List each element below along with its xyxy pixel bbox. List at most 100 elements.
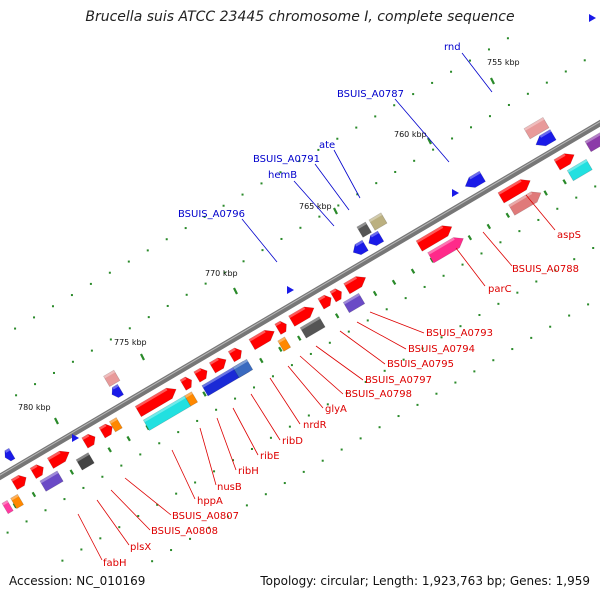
scale-dot	[90, 349, 93, 352]
scale-dot	[499, 241, 502, 244]
scale-dot	[222, 204, 225, 207]
scale-dot	[203, 215, 206, 218]
scale-dot	[15, 394, 18, 397]
scale-dash	[145, 424, 150, 431]
chromosome-backbone	[0, 119, 600, 481]
cds-box-purple	[39, 470, 64, 492]
scale-dot	[594, 185, 597, 188]
scale-dot	[317, 148, 320, 151]
scale-dot	[302, 470, 305, 473]
scale-dot	[33, 316, 36, 319]
scale-dots	[6, 37, 597, 563]
scale-dot	[51, 305, 54, 308]
kbp-tick-mark	[490, 77, 495, 85]
forward-gene-arrow-bevel	[209, 357, 219, 365]
accession-text: Accession: NC_010169	[9, 574, 146, 588]
callout-leader-blue	[293, 180, 335, 227]
scale-dot	[431, 81, 434, 84]
cds-box-darkgrey	[75, 452, 95, 471]
scale-dot	[120, 464, 123, 467]
scale-dot	[234, 397, 237, 400]
scale-dot	[480, 252, 483, 255]
scale-dot	[450, 70, 453, 73]
cds-box-rose-bevel	[103, 370, 116, 379]
forward-gene-arrow-bevel	[11, 475, 20, 482]
scale-dot	[108, 271, 111, 274]
forward-gene-arrow-bevel	[497, 179, 522, 195]
forward-gene-arrow-bevel	[179, 376, 187, 383]
gene-features	[1, 14, 600, 515]
scale-dot	[413, 159, 416, 162]
scale-dot	[71, 360, 74, 363]
forward-gene-arrow	[10, 474, 27, 491]
scale-dot	[345, 392, 348, 395]
gene-label-forward: rnd	[444, 42, 461, 53]
scale-dot	[530, 336, 533, 339]
cds-box-rose	[103, 369, 121, 388]
forward-gene-arrow	[227, 347, 242, 363]
forward-gene-arrow-bevel	[193, 368, 202, 375]
gene-label-forward: ate	[319, 140, 335, 151]
scale-dot	[241, 193, 244, 196]
cds-box-steel-bevel	[232, 359, 248, 370]
scale-dot	[61, 559, 64, 562]
scale-dot	[223, 271, 226, 274]
scale-dot	[556, 207, 559, 210]
scale-dot	[261, 249, 264, 252]
gene-label-reverse: hppA	[197, 496, 223, 507]
callout-leader-red	[199, 427, 217, 486]
scale-dot	[393, 104, 396, 107]
forward-gene-arrow	[208, 357, 227, 374]
scale-dot	[89, 282, 92, 285]
gene-label-reverse: BSUIS_A0807	[172, 511, 239, 522]
forward-gene-arrow-bevel	[47, 451, 61, 461]
scale-dot	[177, 431, 180, 434]
scale-dot	[451, 137, 454, 140]
scale-dot	[356, 193, 359, 196]
scale-dot	[185, 293, 188, 296]
cds-box-grey	[299, 316, 326, 339]
scale-dot	[568, 314, 571, 317]
callout-leader-red	[110, 489, 151, 531]
scale-dot	[592, 247, 595, 250]
cds-box-khaki-bevel	[368, 212, 383, 223]
cds-box-purple-bevel	[343, 293, 360, 305]
scale-dot	[435, 392, 438, 395]
reverse-gene-arrow-bevel	[539, 129, 552, 138]
scale-dot	[137, 514, 140, 517]
scale-dot	[170, 549, 173, 552]
scale-dot	[242, 260, 245, 263]
scale-dot	[383, 369, 386, 372]
scale-dot	[14, 327, 17, 330]
callout-leader-blue	[394, 98, 450, 163]
forward-gene-arrow-bevel	[317, 295, 326, 301]
scale-dot	[492, 359, 495, 362]
forward-gene-arrow-bevel	[343, 276, 358, 286]
callout-leader-red	[369, 311, 425, 334]
callout-leader-red	[77, 513, 103, 561]
cds-box-orange-bevel	[10, 494, 19, 501]
reverse-gene-arrow-bevel	[370, 230, 380, 238]
reverse-gene-arrow	[368, 230, 385, 246]
scale-dash	[69, 469, 75, 475]
callout-leader-blue	[461, 52, 493, 93]
scale-dot	[554, 269, 557, 272]
forward-gene-arrow-bevel	[81, 434, 90, 440]
cds-box-grey	[356, 221, 372, 238]
callout-leader-red	[356, 321, 407, 350]
scale-dot	[25, 520, 28, 523]
kbp-tick-label: 775 kbp	[114, 338, 147, 347]
gene-label-forward: BSUIS_A0787	[337, 89, 404, 100]
scale-dot	[359, 437, 362, 440]
forward-gene-arrow	[497, 179, 531, 204]
scale-dot	[549, 325, 552, 328]
gene-label-reverse: nusB	[217, 482, 242, 493]
scale-dot	[378, 426, 381, 429]
forward-gene-arrow-bevel	[274, 321, 282, 327]
gene-label-reverse: BSUIS_A0788	[512, 264, 579, 275]
cds-box-violet-bevel	[584, 132, 600, 144]
scale-dash	[202, 391, 207, 397]
scale-dot	[139, 453, 142, 456]
cds-box-cyan-bevel	[567, 159, 588, 173]
